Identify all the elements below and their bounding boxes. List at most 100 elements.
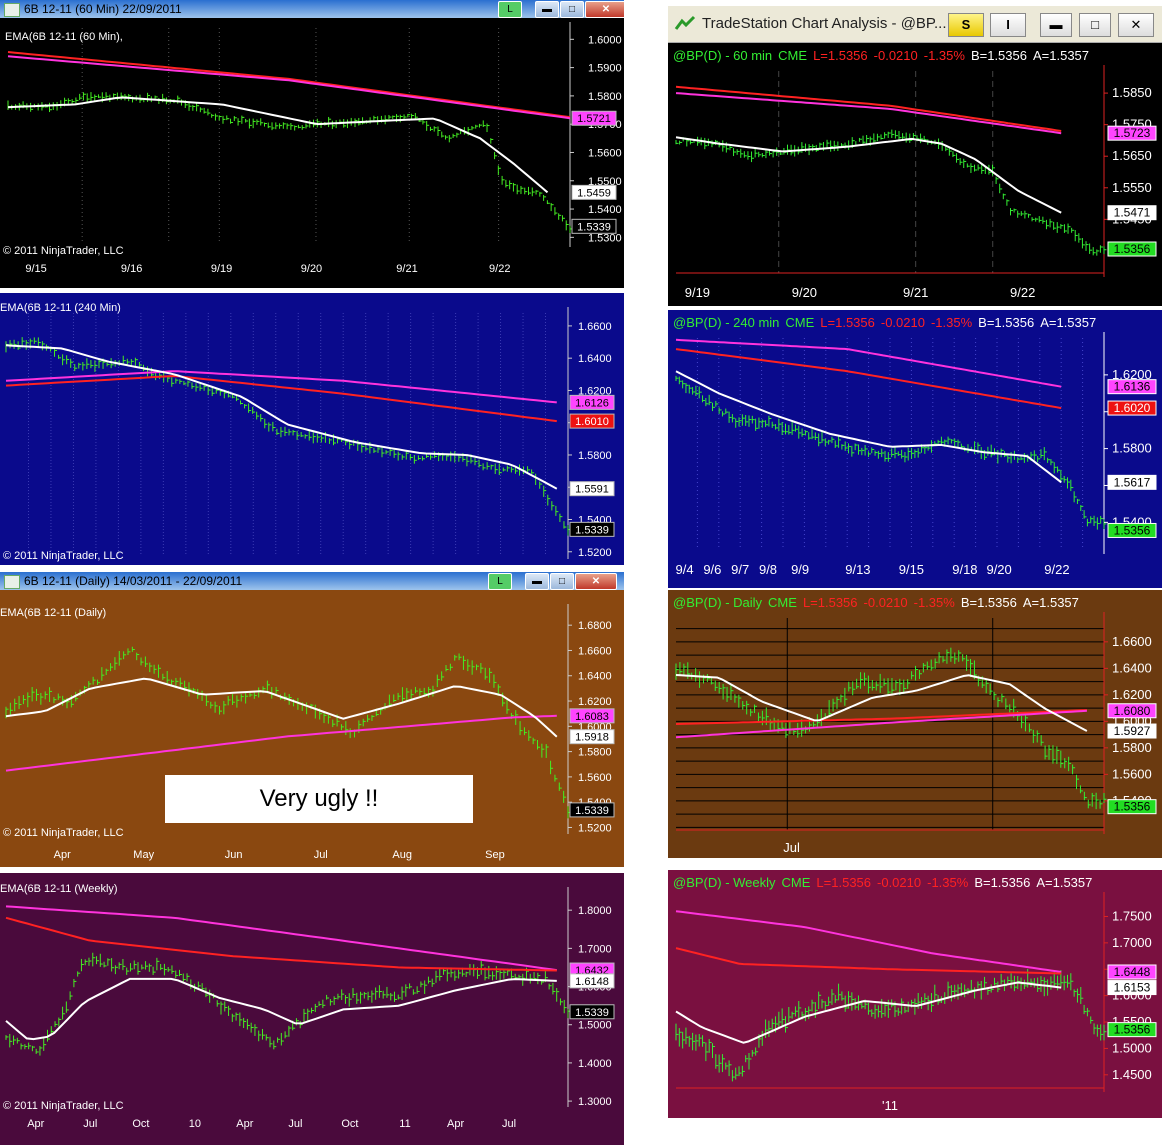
- price-bar: [950, 985, 954, 1002]
- insert-button[interactable]: I: [990, 13, 1026, 37]
- price-bar: [40, 692, 44, 705]
- price-bar: [473, 964, 477, 977]
- price-bar: [1089, 243, 1093, 254]
- price-bar: [1053, 971, 1057, 988]
- price-bar: [322, 999, 326, 1009]
- price-bar: [1076, 988, 1080, 1003]
- price-bar: [698, 386, 702, 399]
- x-tick-label: Apr: [54, 849, 71, 861]
- price-bar: [705, 398, 709, 407]
- price-bar: [824, 438, 828, 447]
- price-bar: [218, 705, 222, 715]
- x-tick-label: 9/22: [1010, 285, 1035, 300]
- ninja-60min-chart[interactable]: 1.60001.59001.58001.57001.56001.55001.54…: [0, 18, 624, 288]
- price-bar: [765, 1019, 769, 1038]
- price-bar: [907, 1001, 911, 1013]
- price-bar: [88, 681, 92, 688]
- ninja-240min-chart[interactable]: 1.66001.64001.62001.60001.58001.56001.54…: [0, 293, 624, 565]
- maximize-button[interactable]: □: [1079, 13, 1111, 37]
- price-bar: [750, 708, 754, 717]
- price-bar: [901, 449, 905, 459]
- ninja-daily-titlebar[interactable]: 6B 12-11 (Daily) 14/03/2011 - 22/09/2011…: [0, 572, 624, 590]
- price-tag-label: 1.5459: [577, 187, 611, 199]
- price-tag-box: [569, 521, 615, 537]
- price-bar: [911, 671, 915, 680]
- price-bar: [987, 446, 991, 456]
- price-tag-box: [569, 394, 615, 410]
- tradestation-daily-chart[interactable]: 1.66001.64001.62001.60001.58001.56001.54…: [668, 590, 1162, 858]
- ninja-weekly-chart[interactable]: 1.80001.70001.60001.50001.40001.3000AprJ…: [0, 873, 624, 1145]
- price-bar: [1067, 974, 1071, 988]
- price-bar: [140, 657, 144, 666]
- maximize-button[interactable]: □: [560, 1, 584, 18]
- pct-change-label: -1.35%: [924, 48, 966, 63]
- price-bar: [539, 481, 543, 489]
- price-tag: 1.5723: [1107, 125, 1157, 141]
- minimize-button[interactable]: ▬: [525, 573, 549, 590]
- price-bar: [1080, 986, 1084, 1005]
- maximize-button[interactable]: □: [550, 573, 574, 590]
- price-bar: [804, 430, 808, 436]
- x-tick-label: 9/19: [685, 285, 710, 300]
- price-bar: [222, 115, 226, 124]
- ema-slow-magenta: [675, 338, 1062, 388]
- price-tag-box: [569, 729, 615, 745]
- y-tick-label: 1.6400: [578, 671, 612, 683]
- price-bar: [160, 963, 164, 971]
- ema-slow-red: [675, 85, 1062, 132]
- tradestation-titlebar[interactable]: TradeStation Chart Analysis - @BP... S I…: [668, 6, 1162, 43]
- price-bar: [126, 967, 130, 975]
- ema-slow-magenta: [675, 709, 1087, 739]
- minimize-button[interactable]: ▬: [535, 1, 559, 18]
- price-bar: [812, 144, 816, 152]
- price-tag-box: [1107, 723, 1157, 739]
- price-bar: [230, 118, 234, 124]
- price-tag-label: 1.6153: [1114, 981, 1151, 995]
- price-bar: [548, 983, 552, 990]
- price-bar: [318, 1001, 322, 1007]
- price-bar: [804, 1008, 808, 1022]
- price-bar: [454, 654, 458, 661]
- x-tick-label: 9/9: [791, 562, 809, 577]
- last-price-label: L=1.5356: [816, 875, 871, 890]
- close-button[interactable]: ✕: [585, 1, 624, 18]
- minimize-button[interactable]: ▬: [1040, 13, 1072, 37]
- y-tick-label: 1.3000: [578, 1096, 612, 1108]
- price-bar: [1053, 462, 1057, 474]
- price-bar: [741, 1065, 745, 1077]
- tradestation-weekly-chart[interactable]: 1.75001.70001.65001.60001.55001.50001.45…: [668, 870, 1162, 1118]
- link-button[interactable]: L: [498, 1, 522, 18]
- ema-slow-magenta: [5, 370, 557, 404]
- close-button[interactable]: ✕: [575, 573, 617, 590]
- ema-fast-white: [675, 981, 1062, 1044]
- price-bar: [695, 385, 699, 397]
- price-bar: [327, 714, 331, 724]
- close-button[interactable]: ✕: [1118, 13, 1154, 37]
- price-bar: [419, 688, 423, 696]
- window-title: 6B 12-11 (Daily) 14/03/2011 - 22/09/2011: [24, 574, 243, 588]
- price-bar: [471, 660, 475, 675]
- x-tick-label: Aug: [392, 849, 412, 861]
- price-bar: [1093, 1023, 1097, 1035]
- price-bar: [412, 989, 416, 995]
- price-bar: [326, 994, 330, 1000]
- price-bar: [967, 987, 971, 995]
- symbol-s-button[interactable]: S: [948, 13, 984, 37]
- tradestation-240min-chart[interactable]: 1.62001.60001.58001.56001.54009/49/69/79…: [668, 310, 1162, 588]
- link-button[interactable]: L: [488, 573, 512, 590]
- ninja-daily-chart[interactable]: 1.68001.66001.64001.62001.60001.58001.56…: [0, 590, 624, 867]
- tradestation-60min-chart[interactable]: 1.58501.57501.56501.55501.54509/199/209/…: [668, 43, 1162, 306]
- ema-slow-red: [675, 947, 1062, 975]
- price-bar: [999, 183, 1003, 194]
- ask-label: A=1.5357: [1023, 595, 1079, 610]
- price-bar: [946, 649, 950, 664]
- price-bar: [79, 93, 83, 101]
- price-bar: [841, 991, 845, 1001]
- price-bar: [1063, 975, 1067, 991]
- price-bar: [702, 395, 706, 403]
- ninja-60min-titlebar[interactable]: 6B 12-11 (60 Min) 22/09/2011 L ▬ □ ✕: [0, 0, 624, 18]
- price-bar: [529, 973, 533, 984]
- price-bar: [388, 694, 392, 707]
- price-bar: [381, 447, 385, 458]
- price-bar: [214, 113, 218, 121]
